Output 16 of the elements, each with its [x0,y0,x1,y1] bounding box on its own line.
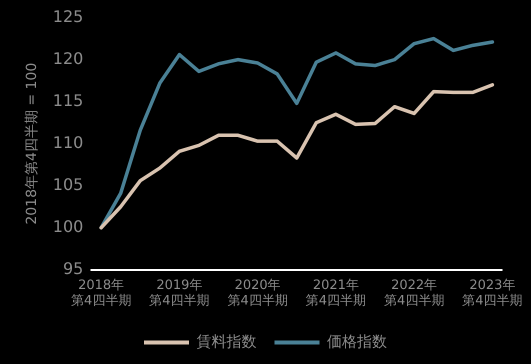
y-tick-label: 100 [52,216,84,236]
y-tick-label: 115 [52,90,84,110]
y-tick-label: 95 [62,258,84,278]
y-tick-label: 120 [52,48,84,68]
x-tick-label: 2023年第4四半期 [462,278,523,309]
x-tick-label: 2020年第4四半期 [227,278,288,309]
y-tick-label: 105 [52,174,84,194]
x-tick-label: 2019年第4四半期 [149,278,210,309]
x-tick-label: 2018年第4四半期 [70,278,132,309]
x-tick-label: 2021年第4四半期 [306,278,366,309]
y-tick-label: 110 [52,132,84,152]
legend-label: 価格指数 [327,332,387,350]
y-axis-title: 2018年第4四半期 = 100 [24,62,40,225]
y-tick-label: 125 [52,6,84,26]
legend-label: 賃料指数 [196,332,256,350]
x-tick-label: 2022年第4四半期 [384,278,444,309]
